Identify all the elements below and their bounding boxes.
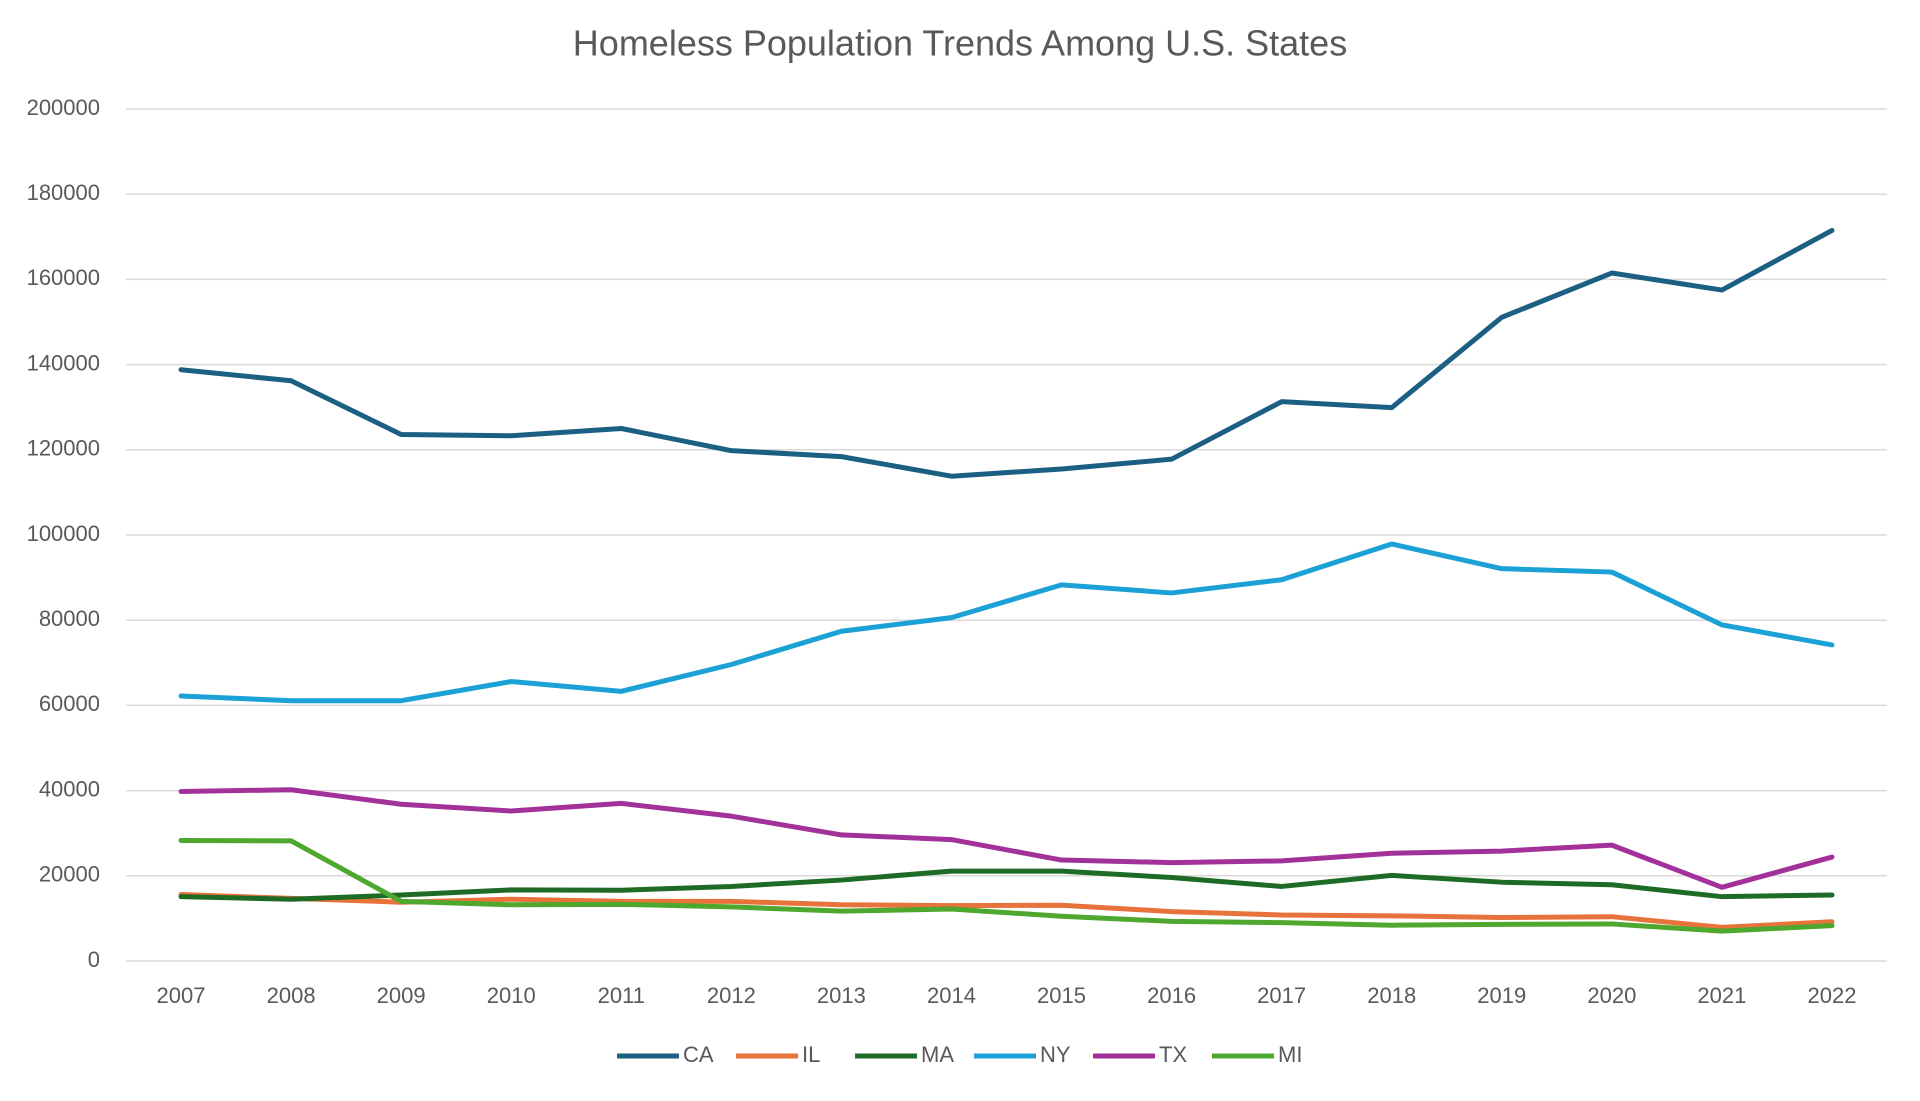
legend-label: CA (683, 1042, 714, 1067)
x-tick-label: 2021 (1697, 983, 1746, 1008)
x-tick-label: 2008 (267, 983, 316, 1008)
y-tick-label: 140000 (27, 350, 100, 375)
x-tick-label: 2007 (157, 983, 206, 1008)
legend-label: IL (802, 1042, 820, 1067)
legend-label: MI (1278, 1042, 1302, 1067)
series-line (178, 787, 1835, 890)
y-tick-label: 80000 (39, 606, 100, 631)
series-line (178, 868, 1835, 902)
x-tick-label: 2017 (1257, 983, 1306, 1008)
legend-label: NY (1040, 1042, 1071, 1067)
x-tick-label: 2014 (927, 983, 976, 1008)
x-tick-label: 2020 (1587, 983, 1636, 1008)
x-tick-label: 2019 (1477, 983, 1526, 1008)
series-line (178, 227, 1835, 479)
legend-label: TX (1159, 1042, 1187, 1067)
y-tick-label: 40000 (39, 776, 100, 801)
y-tick-label: 180000 (27, 180, 100, 205)
x-tick-label: 2016 (1147, 983, 1196, 1008)
x-tick-label: 2012 (707, 983, 756, 1008)
y-tick-label: 20000 (39, 862, 100, 887)
x-tick-label: 2010 (487, 983, 536, 1008)
x-tick-label: 2015 (1037, 983, 1086, 1008)
series-line (178, 837, 1835, 934)
x-tick-label: 2009 (377, 983, 426, 1008)
y-tick-label: 200000 (27, 95, 100, 120)
x-tick-label: 2013 (817, 983, 866, 1008)
y-tick-label: 0 (88, 947, 100, 972)
y-tick-label: 100000 (27, 521, 100, 546)
x-tick-label: 2018 (1367, 983, 1416, 1008)
legend-label: MA (921, 1042, 954, 1067)
x-tick-label: 2011 (598, 983, 645, 1008)
y-tick-label: 60000 (39, 691, 100, 716)
chart-title: Homeless Population Trends Among U.S. St… (573, 23, 1347, 64)
x-tick-label: 2022 (1807, 983, 1856, 1008)
y-tick-label: 120000 (27, 436, 100, 461)
y-tick-label: 160000 (27, 265, 100, 290)
series-line (178, 541, 1835, 704)
